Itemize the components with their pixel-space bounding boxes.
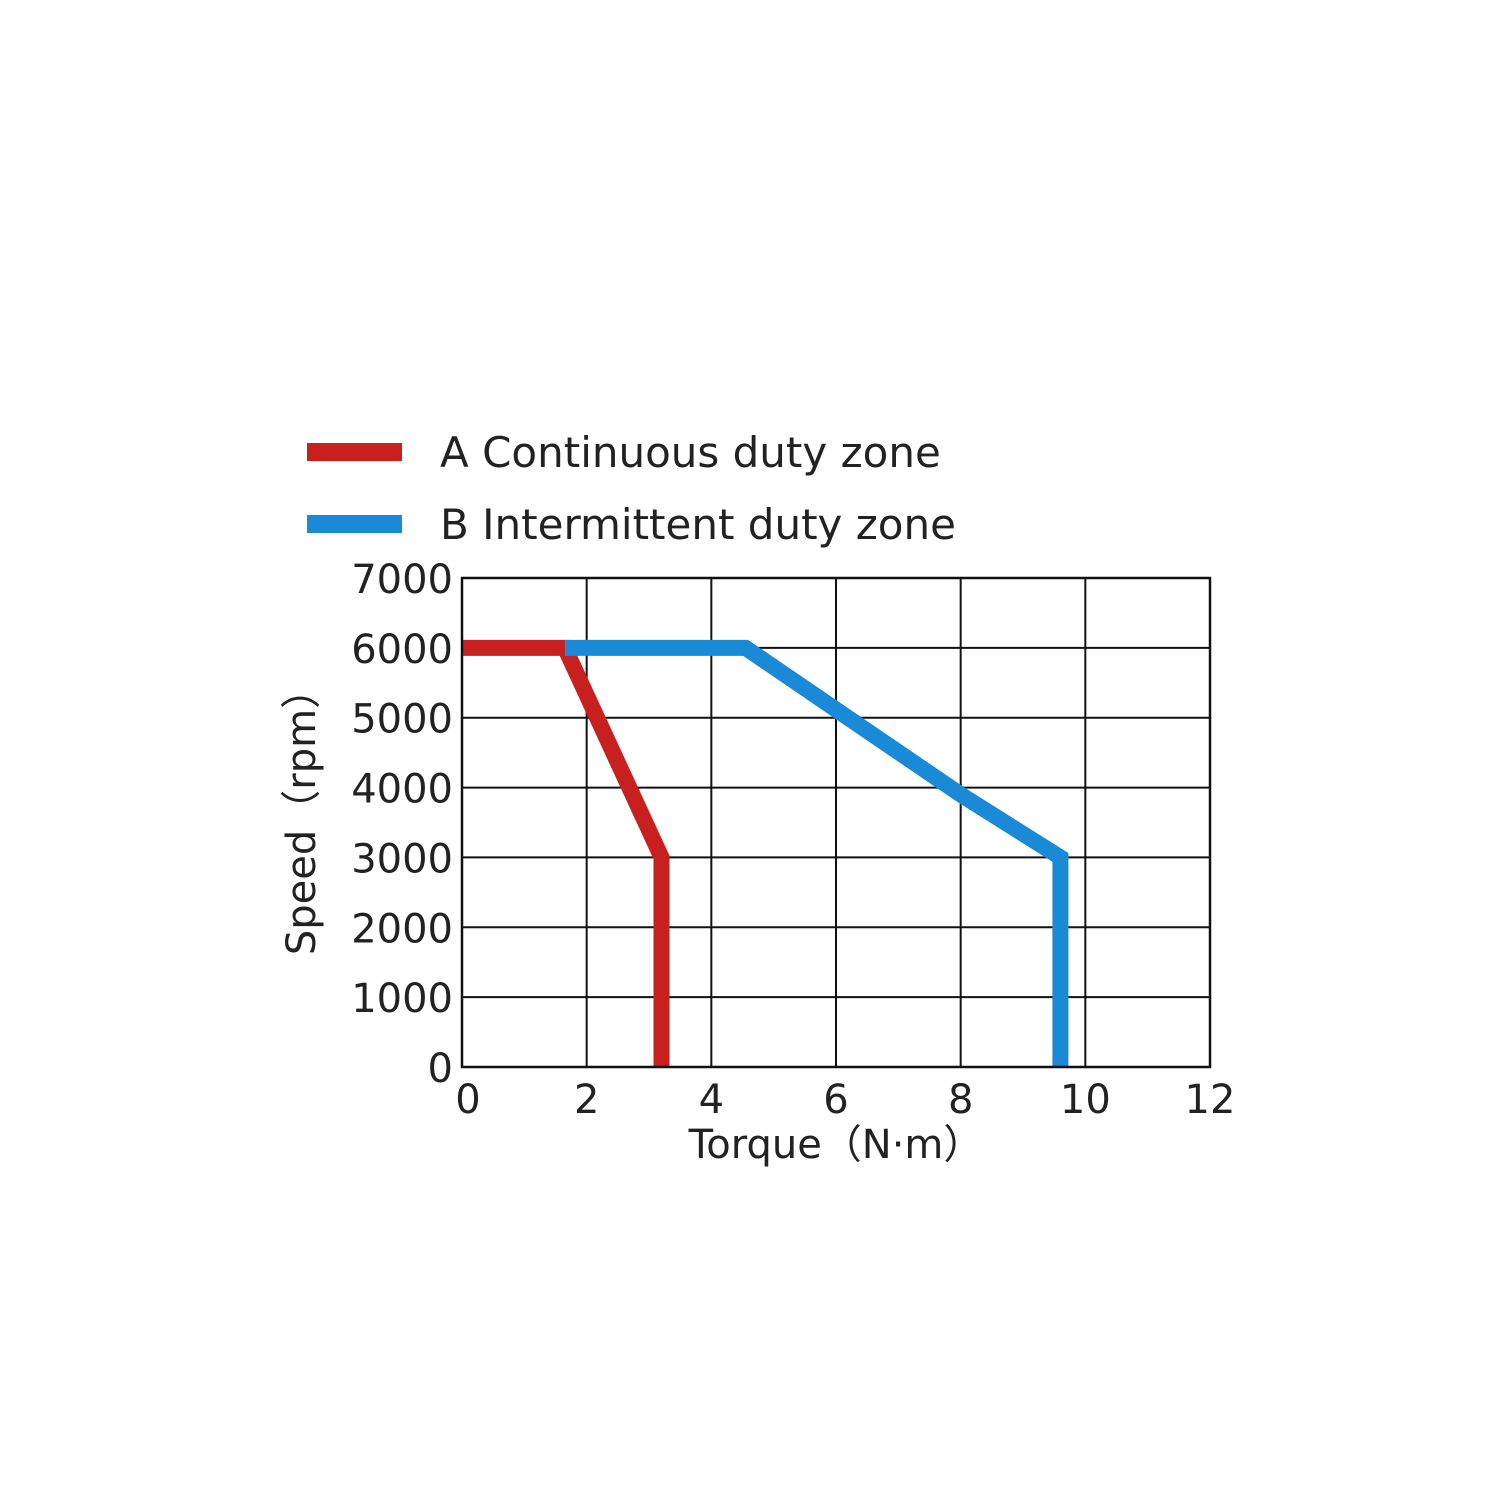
series-line-continuous: [462, 639, 670, 1067]
y-tick-label: 7000: [351, 557, 453, 603]
y-tick-label: 2000: [351, 906, 453, 952]
x-tick-label: 12: [1185, 1077, 1236, 1123]
legend-label-1: B Intermittent duty zone: [440, 500, 956, 549]
y-tick-label: 1000: [351, 976, 453, 1022]
x-axis-label: Torque（N·m）: [688, 1122, 984, 1168]
y-tick-label: 6000: [351, 627, 453, 673]
y-tick-label: 0: [428, 1046, 453, 1092]
series-line-intermittent: [564, 639, 1069, 1067]
y-tick-labels: 0 1000 2000 3000 4000 5000 6000 7000: [351, 557, 453, 1092]
plot-frame: [460, 576, 1212, 1069]
y-tick-label: 5000: [351, 697, 453, 743]
x-tick-labels: 0 2 4 6 8 10 12: [455, 1077, 1235, 1123]
legend: A Continuous duty zone B Intermittent dut…: [307, 428, 956, 549]
x-tick-label: 2: [574, 1077, 599, 1123]
y-tick-label: 4000: [351, 767, 453, 813]
x-tick-label: 6: [823, 1077, 848, 1123]
x-tick-label: 8: [948, 1077, 973, 1123]
x-tick-label: 4: [699, 1077, 724, 1123]
y-axis-label: Speed（rpm）: [279, 669, 325, 955]
y-tick-label: 3000: [351, 836, 453, 882]
series-layer: [462, 639, 1069, 1067]
x-tick-label: 10: [1060, 1077, 1111, 1123]
x-tick-label: 0: [455, 1077, 480, 1123]
legend-label-0: A Continuous duty zone: [440, 428, 941, 477]
